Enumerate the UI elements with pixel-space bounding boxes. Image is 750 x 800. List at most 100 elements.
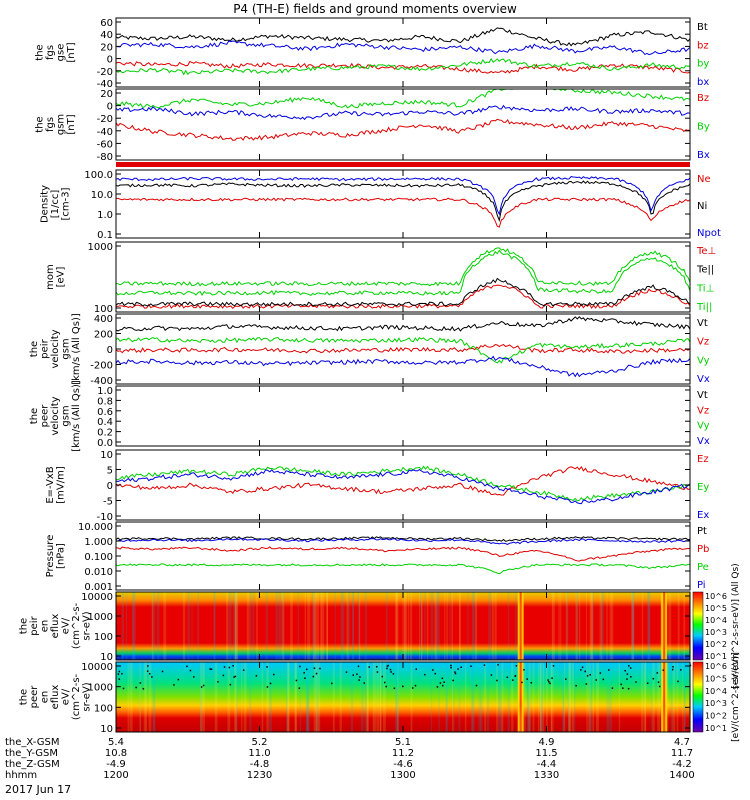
spectrogram-streak — [157, 592, 160, 660]
spectrogram-speck — [135, 686, 137, 689]
y-axis-label-line: [cm-3] — [61, 187, 72, 220]
spectrogram-streak — [282, 592, 285, 660]
spectrogram-streak — [586, 662, 588, 732]
spectrogram-streak — [683, 592, 686, 660]
spectrogram-streak — [641, 662, 644, 732]
spectrogram-streak — [395, 592, 399, 660]
spectrogram-streak — [127, 662, 130, 732]
spectrogram-streak — [666, 662, 669, 732]
spectrogram-streak — [332, 662, 335, 732]
spectrogram-speck — [387, 664, 389, 667]
y-tick-label: -60 — [97, 139, 113, 150]
spectrogram-streak — [560, 592, 562, 660]
spectrogram-speck — [441, 684, 444, 687]
legend-entry: by — [697, 59, 709, 70]
y-axis-label-line: the — [19, 689, 30, 705]
spectrogram-streak — [643, 662, 646, 732]
spectrogram-streak — [562, 662, 565, 732]
spectrogram-speck — [222, 674, 225, 677]
legend-entry: bx — [697, 77, 709, 88]
panel-temperature: mom [eV] Te⊥ Te|| Ti⊥ Ti|| 1000 100 — [45, 241, 716, 315]
spectrogram-streak — [609, 592, 612, 660]
y-tick-label: 40 — [100, 30, 113, 41]
spectrogram-speck — [202, 684, 205, 687]
y-axis-label-line: [nT] — [66, 42, 77, 62]
y-axis-label-line: eflux — [50, 614, 61, 639]
y-axis-label-line: eV/ — [61, 617, 72, 634]
spectrogram-speck — [490, 674, 493, 676]
y-axis-label-line: sr-eV) — [82, 611, 93, 640]
y-axis-label-line: [eV] — [55, 267, 66, 288]
spectrogram-speck — [392, 673, 395, 675]
x-axis-value: 1200 — [103, 770, 128, 781]
spectrogram-streak — [249, 592, 252, 660]
spectrogram-streak — [501, 662, 504, 732]
y-tick-label: 1000 — [88, 612, 113, 623]
spectrogram-streak — [641, 592, 644, 660]
spectrogram-speck — [624, 669, 626, 672]
spectrogram-speck — [585, 683, 588, 685]
y-tick-label: 60 — [100, 18, 113, 29]
spectrogram-speck — [266, 666, 268, 668]
spectrogram-speck — [411, 687, 414, 689]
y-axis-label-line: Pressure — [45, 535, 56, 578]
y-axis-label-line: peer — [40, 404, 51, 428]
x-axis-value: 1230 — [247, 770, 272, 781]
spectrogram-streak — [297, 592, 299, 660]
spectrogram-speck — [173, 684, 175, 686]
spectrogram-streak — [396, 662, 400, 732]
spectrogram-streak — [350, 662, 354, 732]
spectrogram-streak — [278, 592, 282, 660]
spectrogram-streak — [486, 662, 490, 732]
spectrogram-speck — [331, 682, 333, 685]
spectrogram-streak — [364, 662, 367, 732]
spectrogram-speck — [439, 682, 442, 684]
spectrogram-speck — [496, 679, 498, 682]
y-axis-label-line: the — [29, 408, 40, 424]
spectrogram-streak — [445, 662, 447, 732]
y-tick-label: 0 — [107, 481, 113, 492]
spectrogram-streak — [315, 662, 319, 732]
spectrogram-speck — [383, 681, 386, 684]
spectrogram-speck — [620, 683, 622, 686]
y-axis-label-line: en — [40, 691, 51, 704]
series-line-Vy — [115, 336, 691, 364]
spectrogram-speck — [443, 681, 445, 683]
spectrogram-speck — [434, 672, 437, 675]
spectrogram-streak — [153, 592, 156, 660]
spectrogram-speck — [375, 665, 378, 668]
y-tick-label: 10000 — [81, 662, 113, 673]
spectrogram-speck — [586, 675, 589, 677]
spectrogram-streak — [458, 592, 461, 660]
spectrogram-streak — [321, 592, 325, 660]
spectrogram-streak — [316, 592, 319, 660]
spectrogram-streak — [294, 662, 298, 732]
spectrogram-speck — [148, 673, 151, 675]
spectrogram-streak — [235, 592, 237, 660]
spectrogram-streak — [452, 662, 455, 732]
spectrogram-speck — [511, 679, 514, 681]
spectrogram-speck — [229, 683, 232, 686]
spectrogram-speck — [402, 685, 404, 688]
spectrogram-speck — [139, 682, 142, 684]
spectrogram-streak — [228, 592, 232, 660]
spectrogram-streak — [151, 592, 154, 660]
spectrogram-streak — [376, 662, 380, 732]
spectrogram-speck — [389, 668, 392, 671]
spectrogram-streak — [420, 592, 423, 660]
x-axis-value: -4.2 — [672, 759, 692, 770]
legend-entry: Pt — [697, 526, 707, 537]
spectrogram-streak — [364, 592, 367, 660]
spectrogram-streak — [568, 662, 572, 732]
x-axis-value: 1300 — [390, 770, 415, 781]
legend-entry: Vx — [697, 374, 710, 385]
legend-entry: Npot — [697, 228, 721, 239]
spectrogram-image — [116, 592, 690, 660]
spectrogram-streak — [526, 662, 529, 732]
x-axis-value: 10.8 — [105, 748, 127, 759]
spectrogram-speck — [223, 666, 226, 668]
x-axis-value: -4.6 — [393, 759, 413, 770]
date-label: 2017 Jun 17 — [5, 783, 71, 796]
spectrogram-speck — [658, 685, 661, 688]
series-line-Npot — [115, 176, 691, 216]
